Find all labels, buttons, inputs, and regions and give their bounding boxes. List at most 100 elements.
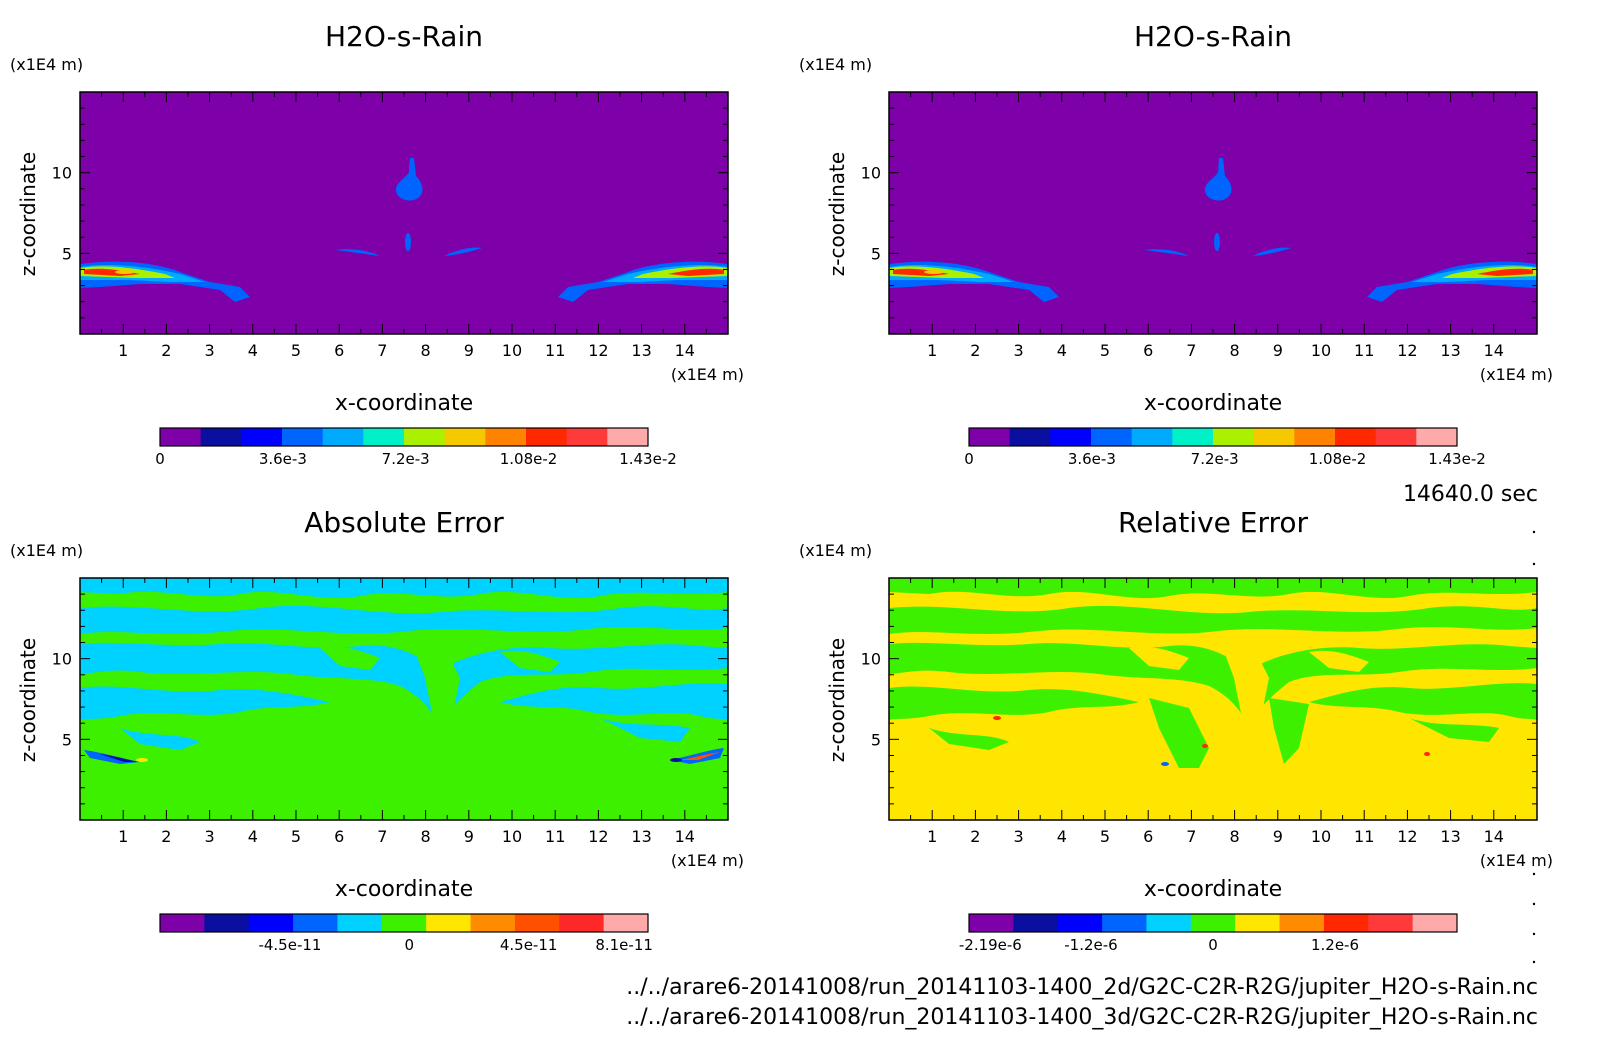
- colorbar-tick-label: 1.08e-2: [1309, 450, 1367, 468]
- x-tick-label: 4: [1057, 341, 1067, 360]
- edge-dots: [1532, 530, 1536, 964]
- colorbar-tick-label: 7.2e-3: [1191, 450, 1239, 468]
- colorbar-swatch: [969, 914, 1014, 932]
- colorbar-tick-label: 3.6e-3: [1068, 450, 1116, 468]
- colorbar-swatch: [204, 914, 250, 932]
- x-tick-label: 3: [205, 827, 215, 846]
- x-axis-label: x-coordinate: [1144, 877, 1282, 902]
- colorbar-swatch: [514, 914, 560, 932]
- colorbar-swatch: [1279, 914, 1325, 932]
- file-path-2d: ../../arare6-20141008/run_20141103-1400_…: [626, 975, 1538, 1000]
- colorbar-swatch: [566, 428, 608, 446]
- x-unit-label: (x1E4 m): [671, 365, 744, 384]
- x-tick-label: 6: [334, 827, 344, 846]
- x-tick-label: 11: [545, 827, 565, 846]
- colorbar: -4.5e-11 0 4.5e-11 8.1e-11: [159, 913, 653, 954]
- x-tick-label: 4: [248, 341, 258, 360]
- x-tick-label: 12: [1397, 827, 1417, 846]
- colorbar-swatch: [1335, 428, 1377, 446]
- x-tick-label: 10: [502, 827, 522, 846]
- field-features: [889, 578, 1537, 768]
- colorbar-tick-label: 1.2e-6: [1311, 936, 1359, 954]
- colorbar-swatch: [248, 914, 294, 932]
- x-tick-label: 9: [464, 827, 474, 846]
- x-tick-label: 12: [1397, 341, 1417, 360]
- colorbar-tick-label: 0: [405, 936, 415, 954]
- panel-absolute-error: Absolute Error (x1E4 m) (x1E4 m) x-coord…: [10, 506, 744, 954]
- x-tick-label: 7: [377, 827, 387, 846]
- x-tick-label: 12: [588, 341, 608, 360]
- colorbar-swatch: [160, 428, 202, 446]
- colorbar-tick-label: 0: [155, 450, 165, 468]
- x-tick-label: 11: [1354, 827, 1374, 846]
- colorbar-tick-label: 8.1e-11: [595, 936, 653, 954]
- colorbar-swatch: [1172, 428, 1214, 446]
- y-unit-label: (x1E4 m): [10, 541, 83, 560]
- x-tick-label: 11: [545, 341, 565, 360]
- y-tick-label: 5: [871, 730, 881, 749]
- file-path-3d: ../../arare6-20141008/run_20141103-1400_…: [626, 1005, 1538, 1030]
- colorbar-swatch: [1235, 914, 1281, 932]
- colorbar-frame: [968, 427, 1458, 447]
- x-tick-label: 2: [970, 341, 980, 360]
- x-unit-label: (x1E4 m): [1480, 365, 1553, 384]
- x-tick-label: 1: [927, 827, 937, 846]
- colorbar-swatch: [1253, 428, 1295, 446]
- colorbar-swatch: [526, 428, 568, 446]
- colorbar-swatch: [1190, 914, 1236, 932]
- colorbar-tick-label: 0: [1208, 936, 1218, 954]
- colorbar-swatch: [160, 914, 205, 932]
- x-unit-label: (x1E4 m): [1480, 851, 1553, 870]
- y-tick-label: 5: [62, 730, 72, 749]
- x-tick-label: 8: [421, 341, 431, 360]
- field-features: [80, 578, 728, 764]
- x-tick-label: 14: [1484, 341, 1504, 360]
- x-tick-label: 3: [1014, 827, 1024, 846]
- y-axis-label: z-coordinate: [16, 152, 40, 276]
- colorbar-swatch: [1102, 914, 1147, 932]
- x-tick-label: 10: [502, 341, 522, 360]
- x-tick-label: 12: [588, 827, 608, 846]
- colorbar-swatch: [1375, 428, 1417, 446]
- x-tick-label: 9: [464, 341, 474, 360]
- colorbar-swatch: [322, 428, 364, 446]
- x-tick-label: 8: [1230, 827, 1240, 846]
- colorbar-swatch: [381, 914, 427, 932]
- y-axis-label: z-coordinate: [825, 152, 849, 276]
- x-unit-label: (x1E4 m): [671, 851, 744, 870]
- y-unit-label: (x1E4 m): [799, 55, 872, 74]
- x-tick-label: 14: [1484, 827, 1504, 846]
- field-features: [889, 158, 1537, 302]
- colorbar-tick-label: 3.6e-3: [259, 450, 307, 468]
- x-tick-label: 14: [675, 341, 695, 360]
- colorbar-swatch: [1057, 914, 1103, 932]
- x-tick-label: 7: [1186, 341, 1196, 360]
- colorbar-swatch: [1091, 428, 1133, 446]
- colorbar-swatch: [1009, 428, 1051, 446]
- colorbar-tick-label: -1.2e-6: [1064, 936, 1117, 954]
- x-tick-label: 5: [291, 827, 301, 846]
- colorbar-swatch: [426, 914, 472, 932]
- panel-title: H2O-s-Rain: [325, 20, 483, 53]
- colorbar-swatch: [969, 428, 1011, 446]
- plot-background: [889, 92, 1537, 334]
- x-tick-label: 8: [421, 827, 431, 846]
- colorbar-swatch: [485, 428, 527, 446]
- x-tick-label: 5: [1100, 341, 1110, 360]
- colorbar-swatch: [1050, 428, 1092, 446]
- y-tick-label: 10: [52, 650, 72, 669]
- x-tick-label: 10: [1311, 341, 1331, 360]
- y-tick-label: 5: [871, 244, 881, 263]
- x-axis-label: x-coordinate: [335, 877, 473, 902]
- colorbar-swatch: [1323, 914, 1369, 932]
- colorbar-swatch: [1013, 914, 1059, 932]
- field-features: [80, 158, 728, 302]
- panel-title: Absolute Error: [304, 506, 504, 539]
- x-tick-label: 6: [1143, 341, 1153, 360]
- y-axis-label: z-coordinate: [16, 638, 40, 762]
